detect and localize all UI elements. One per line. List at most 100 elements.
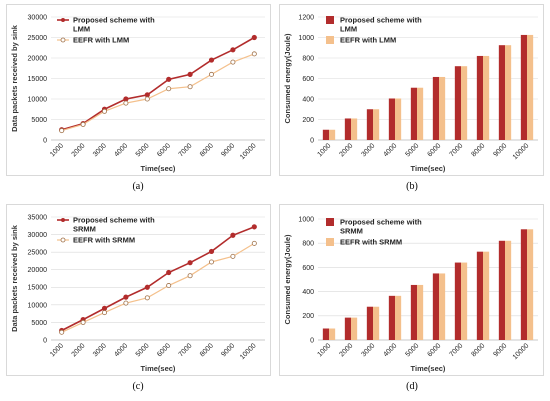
bar [417, 87, 424, 140]
data-point [208, 248, 215, 255]
x-tick-label: 6000 [426, 142, 442, 158]
x-tick-label: 7000 [178, 342, 194, 358]
data-point [123, 96, 129, 102]
bar [395, 295, 402, 340]
legend-label: EEFR with SRMM [73, 236, 135, 245]
x-tick-label: 5000 [404, 142, 420, 158]
data-point [187, 71, 193, 78]
x-axis-title: Time(sec) [411, 364, 446, 373]
data-point [230, 59, 236, 65]
y-tick-label: 5000 [31, 117, 47, 124]
data-point [144, 284, 150, 290]
bar [395, 98, 402, 140]
bar [527, 34, 534, 140]
legend-label: Proposed scheme with [73, 16, 155, 25]
x-tick-label: 5000 [135, 142, 151, 158]
bar [366, 109, 373, 140]
x-tick-label: 5000 [404, 342, 420, 358]
legend-marker [60, 37, 66, 43]
x-tick-label: 2000 [71, 342, 87, 358]
x-tick-label: 3000 [360, 342, 376, 358]
bar [527, 229, 534, 340]
x-tick-label: 1000 [316, 342, 332, 358]
y-tick-label: 25000 [28, 250, 48, 257]
bar [344, 317, 351, 340]
y-tick-label: 200 [302, 117, 314, 124]
legend-label: LMM [73, 25, 90, 34]
legend-marker [61, 218, 65, 222]
y-tick-label: 800 [302, 55, 314, 62]
caption-d: (d) [406, 381, 418, 392]
chart-panel-a: 0 5000 10000 15000 20000 25000 30000 1000 2000 30… [6, 4, 271, 176]
legend-label: Proposed scheme with [73, 216, 155, 225]
data-point [123, 100, 129, 106]
data-point [230, 232, 236, 238]
x-tick-label: 10000 [512, 342, 531, 361]
data-point [59, 128, 65, 134]
bar [498, 240, 505, 340]
x-tick-label: 7000 [178, 142, 194, 158]
legend-label: EEFR with LMM [73, 36, 129, 45]
chart-a: 0 5000 10000 15000 20000 25000 30000 1000 2000 30… [10, 14, 265, 173]
x-axis-title: Time(sec) [141, 164, 176, 173]
y-tick-label: 1000 [298, 216, 314, 223]
x-tick-label: 3000 [92, 342, 108, 358]
data-point [208, 57, 215, 63]
caption-a: (a) [132, 181, 144, 192]
y-tick-label: 400 [302, 96, 314, 103]
series-line [61, 242, 255, 333]
legend-marker [61, 18, 65, 22]
bar [483, 251, 490, 340]
chart-d: 0 200 400 600 800 1000 1000 2000 3000 4000 5000 600… [283, 216, 538, 373]
bar [329, 328, 336, 340]
bar [351, 118, 358, 140]
bar [329, 129, 336, 140]
data-point [230, 47, 236, 53]
legend-marker [60, 237, 66, 243]
y-tick-label: 10000 [28, 96, 48, 103]
bar [417, 284, 424, 340]
y-axis-title: Data packets received by sink [10, 224, 19, 332]
legend-label: Proposed scheme with [340, 16, 422, 25]
x-tick-label: 6000 [156, 142, 172, 158]
data-point [102, 108, 108, 114]
bar [322, 129, 329, 140]
x-tick-label: 8000 [470, 342, 486, 358]
chart-c: 0 5000 10000 15000 20000 25000 30000 35000 1000 2… [10, 214, 265, 373]
x-tick-label: 3000 [360, 142, 376, 158]
data-point [251, 224, 257, 230]
y-tick-label: 600 [302, 76, 314, 83]
x-tick-label: 1000 [49, 342, 65, 358]
series-line [61, 226, 255, 332]
chart-b: 0 200 400 600 800 1000 1200 1000 2000 3000 4000 500… [283, 14, 538, 173]
bar [432, 273, 439, 340]
data-point [187, 260, 193, 266]
x-tick-label: 9000 [220, 142, 236, 158]
x-tick-label: 8000 [470, 142, 486, 158]
bar [505, 240, 512, 340]
legend-label: EEFR with LMM [340, 36, 396, 45]
y-tick-label: 1000 [298, 35, 314, 42]
y-tick-label: 30000 [28, 232, 48, 239]
bar [410, 87, 417, 140]
chart-panel-b: 0 200 400 600 800 1000 1200 1000 2000 3000 4000 500… [279, 4, 544, 176]
data-point [144, 92, 150, 98]
x-tick-label: 1000 [49, 142, 65, 158]
x-tick-label: 2000 [338, 142, 354, 158]
legend-label: SRMM [73, 225, 96, 234]
x-tick-label: 5000 [135, 342, 151, 358]
legend-swatch [326, 36, 334, 44]
bar [351, 317, 358, 340]
series-line [61, 53, 255, 132]
y-tick-label: 15000 [28, 76, 48, 83]
x-axis-title: Time(sec) [411, 164, 446, 173]
data-point [208, 71, 214, 77]
data-point [80, 319, 86, 325]
bar [498, 45, 505, 140]
bar [454, 262, 461, 340]
data-point [59, 329, 65, 335]
x-tick-label: 10000 [239, 142, 258, 161]
data-point [251, 34, 257, 41]
y-tick-label: 0 [310, 137, 314, 144]
x-tick-label: 6000 [156, 342, 172, 358]
